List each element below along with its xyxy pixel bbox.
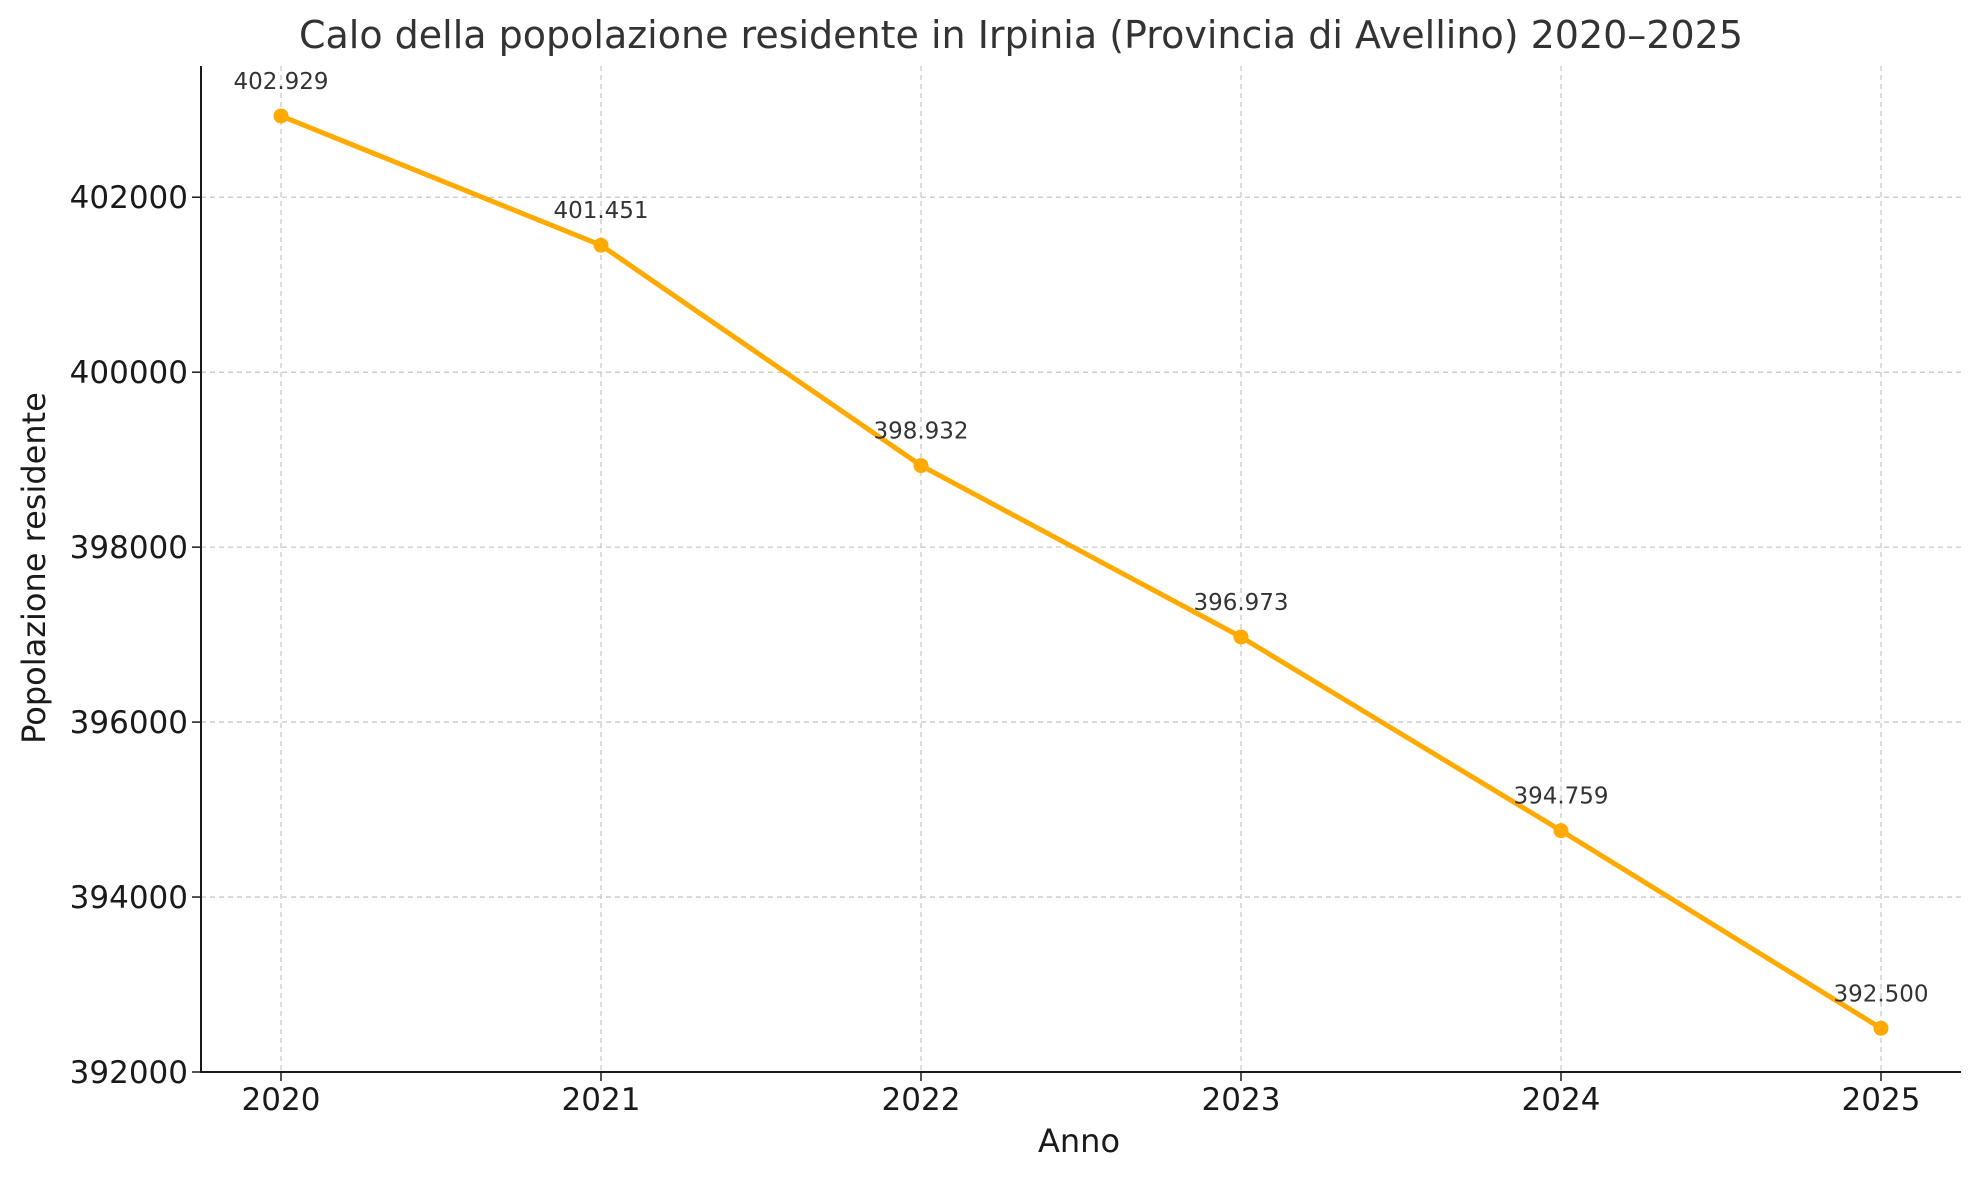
y-tick-label: 396000 [70, 705, 188, 741]
ticks-layer: 392000 394000 396000 398000 400000 402000 2020… [70, 180, 1921, 1118]
y-axis-title: Popolazione residente [15, 392, 53, 744]
data-point [1553, 823, 1569, 839]
y-tick-label: 394000 [70, 880, 188, 916]
x-tick-label: 2021 [562, 1082, 641, 1118]
series-line [278, 113, 1884, 1031]
data-label: 394.759 [1513, 784, 1608, 810]
data-point [1233, 629, 1249, 645]
axes-layer [200, 66, 1961, 1073]
data-label: 401.451 [553, 198, 648, 224]
x-tick-label: 2023 [1202, 1082, 1281, 1118]
labels-layer: 402.929 401.451 398.932 396.973 394.759 392.5… [233, 69, 1928, 1007]
x-tick-label: 2022 [882, 1082, 961, 1118]
data-label: 392.500 [1833, 981, 1928, 1007]
data-label: 402.929 [233, 69, 328, 95]
y-tick-label: 400000 [70, 355, 188, 391]
data-label: 396.973 [1193, 590, 1288, 616]
x-axis-title: Anno [1038, 1122, 1120, 1160]
data-point [593, 237, 609, 253]
x-tick-label: 2025 [1842, 1082, 1921, 1118]
x-tick-label: 2020 [242, 1082, 321, 1118]
x-tick-label: 2024 [1522, 1082, 1601, 1118]
data-point [273, 108, 289, 124]
chart-title: Calo della popolazione residente in Irpi… [299, 13, 1743, 57]
grid-layer [201, 66, 1961, 1072]
series-layer [273, 108, 1889, 1036]
y-tick-label: 398000 [70, 530, 188, 566]
y-tick-label: 392000 [70, 1055, 188, 1091]
y-tick-label: 402000 [70, 180, 188, 216]
data-point [913, 458, 929, 474]
data-label: 398.932 [873, 419, 968, 445]
data-point [1873, 1020, 1889, 1036]
